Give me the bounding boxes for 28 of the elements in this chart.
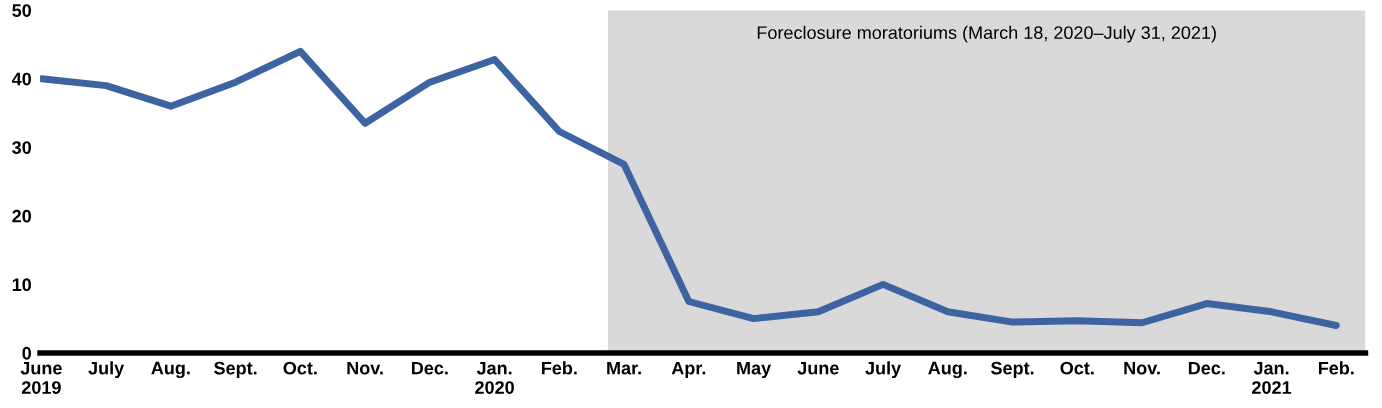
y-tick-label: 10 (12, 278, 32, 292)
x-tick-label: July (88, 361, 125, 379)
y-tick-label: 40 (11, 72, 32, 86)
x-tick-label: Feb. (1318, 361, 1354, 375)
x-tick-label: Nov. (347, 361, 383, 375)
x-tick-label: June (797, 361, 839, 375)
x-tick-label: July (865, 361, 902, 379)
y-tick-label: 30 (12, 141, 32, 155)
x-tick-label: Dec. (411, 361, 448, 375)
x-tick-label: Apr. (671, 361, 706, 379)
x-tick-label: Oct. (283, 361, 317, 375)
x-tick-label: Feb. (541, 361, 577, 375)
annotation: Foreclosure moratoriums (March 18, 2020–July 31, 2021) (757, 25, 1216, 43)
y-tick-label: 20 (12, 209, 32, 223)
y-tick-label: 0 (22, 346, 32, 360)
x-tick-label: Sept. (991, 361, 1034, 379)
x-tick-label: Jan. 2020 (475, 361, 514, 394)
x-tick-label: Aug. (928, 361, 967, 379)
x-tick-label: Nov. (1124, 361, 1160, 375)
x-tick-label: Jan. 2021 (1252, 361, 1292, 394)
x-tick-label: May (737, 361, 772, 379)
x-tick-label: Dec. (1188, 361, 1225, 375)
x-tick-label: Aug. (151, 361, 190, 379)
x-tick-label: Oct. (1060, 361, 1094, 375)
x-tick-label: Mar. (607, 361, 641, 375)
y-tick-label: 50 (12, 4, 32, 17)
x-tick-label: June 2019 (20, 361, 62, 394)
x-tick-label: Sept. (214, 361, 257, 379)
